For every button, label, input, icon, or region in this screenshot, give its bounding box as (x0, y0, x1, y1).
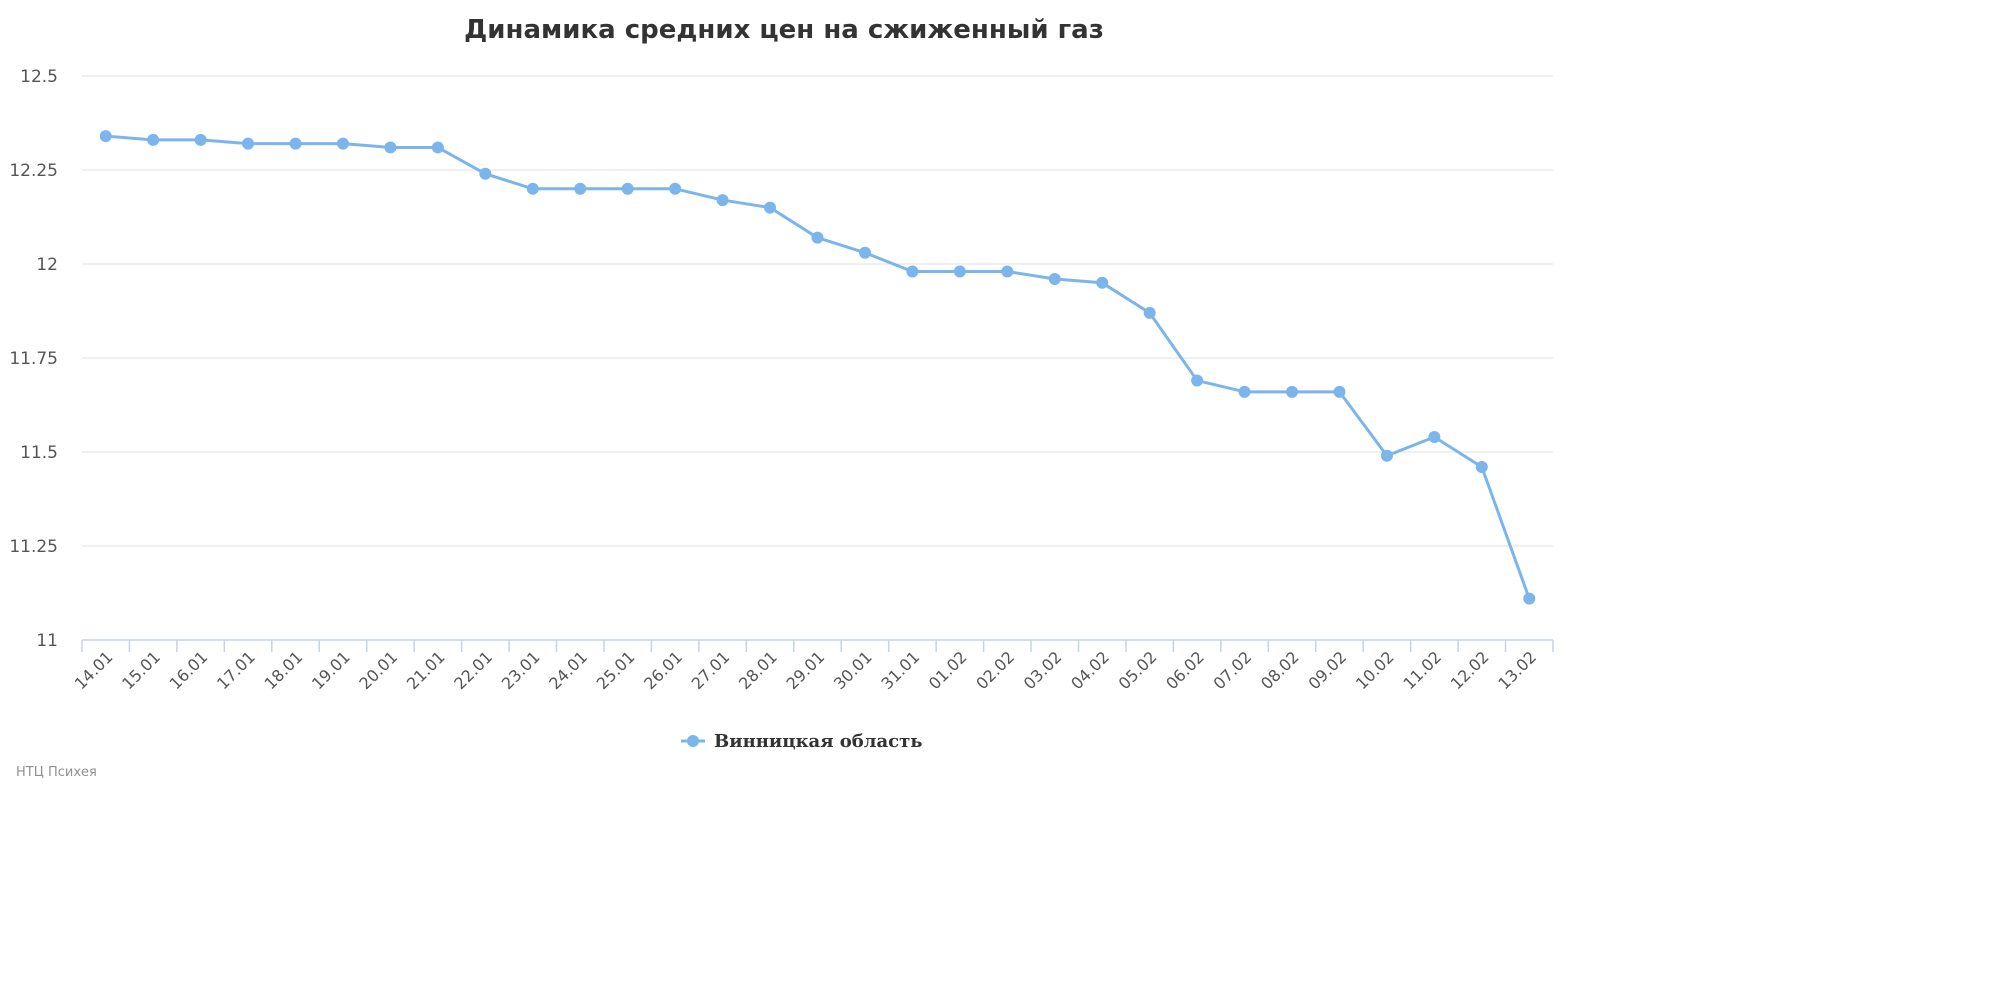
x-tick-label: 09.02 (1304, 647, 1350, 693)
data-point[interactable] (1333, 385, 1346, 398)
x-tick-label: 02.02 (972, 647, 1018, 693)
x-tick-label: 20.01 (355, 647, 401, 693)
data-point[interactable] (621, 182, 634, 195)
chart-container: Динамика средних цен на сжиженный газ 11… (9, 15, 1554, 780)
x-tick-label: 07.02 (1210, 647, 1256, 693)
x-tick-label: 17.01 (213, 647, 259, 693)
x-tick-label: 14.01 (71, 647, 117, 693)
y-tick-label: 11.5 (20, 443, 58, 463)
x-tick-label: 11.02 (1399, 647, 1445, 693)
data-point[interactable] (242, 137, 255, 150)
legend-marker-icon (687, 735, 699, 747)
x-axis-labels: 14.01 15.01 16.01 17.01 18.01 19.01 20.01 21.01… (71, 647, 1540, 693)
x-tick-label: 03.02 (1020, 647, 1066, 693)
legend-label: Винницкая область (714, 731, 923, 752)
x-tick-label: 04.02 (1067, 647, 1113, 693)
x-tick-label: 12.02 (1447, 647, 1493, 693)
data-point[interactable] (858, 246, 871, 259)
data-point[interactable] (431, 141, 444, 154)
data-point[interactable] (1428, 430, 1441, 443)
x-tick-label: 27.01 (688, 647, 734, 693)
data-point[interactable] (906, 265, 919, 278)
data-point[interactable] (147, 133, 160, 146)
series-line (104, 134, 1531, 601)
y-tick-label: 12.5 (20, 67, 58, 87)
data-point[interactable] (1523, 592, 1536, 605)
data-point[interactable] (1475, 461, 1488, 474)
data-point[interactable] (479, 167, 492, 180)
x-tick-label: 18.01 (261, 647, 307, 693)
x-tick-label: 16.01 (166, 647, 212, 693)
x-tick-label: 08.02 (1257, 647, 1303, 693)
x-tick-label: 21.01 (403, 647, 449, 693)
series-layer (99, 130, 1536, 605)
x-tick-label: 05.02 (1115, 647, 1161, 693)
x-tick-label: 22.01 (450, 647, 496, 693)
data-point[interactable] (1286, 385, 1299, 398)
data-point[interactable] (194, 133, 207, 146)
data-point[interactable] (764, 201, 777, 214)
data-point[interactable] (574, 182, 587, 195)
x-tick-label: 10.02 (1352, 647, 1398, 693)
x-tick-label: 06.02 (1162, 647, 1208, 693)
series-group (99, 130, 1536, 605)
x-axis-tick-marks (81, 640, 1554, 652)
data-point[interactable] (1143, 306, 1156, 319)
x-tick-label: 01.02 (925, 647, 971, 693)
y-tick-label: 12.25 (9, 161, 58, 181)
data-point[interactable] (1238, 385, 1251, 398)
data-point[interactable] (669, 182, 682, 195)
x-tick-label: 23.01 (498, 647, 544, 693)
y-axis-labels: 11 11.25 11.5 11.75 12 12.25 12.5 (9, 67, 58, 651)
y-tick-label: 11.75 (9, 349, 58, 369)
data-point[interactable] (1096, 276, 1109, 289)
line-chart: Динамика средних цен на сжиженный газ 11… (9, 15, 1554, 780)
data-point[interactable] (1001, 265, 1014, 278)
x-tick-label: 29.01 (782, 647, 828, 693)
y-tick-label: 12 (36, 255, 58, 275)
data-point[interactable] (384, 141, 397, 154)
data-point[interactable] (336, 137, 349, 150)
data-point[interactable] (953, 265, 966, 278)
data-point[interactable] (1048, 273, 1061, 286)
x-tick-label: 24.01 (545, 647, 591, 693)
x-tick-label: 13.02 (1494, 647, 1540, 693)
x-tick-label: 15.01 (118, 647, 164, 693)
grid-lines (82, 75, 1553, 547)
data-point[interactable] (716, 194, 729, 207)
x-tick-label: 31.01 (877, 647, 923, 693)
chart-title: Динамика средних цен на сжиженный газ (464, 15, 1104, 45)
y-tick-label: 11 (36, 631, 58, 651)
x-tick-label: 26.01 (640, 647, 686, 693)
chart-credit[interactable]: НТЦ Психея (16, 765, 97, 780)
data-point[interactable] (289, 137, 302, 150)
x-tick-label: 28.01 (735, 647, 781, 693)
x-tick-label: 25.01 (593, 647, 639, 693)
data-point[interactable] (99, 130, 112, 143)
data-point[interactable] (811, 231, 824, 244)
legend[interactable]: Винницкая область (681, 731, 923, 752)
data-point[interactable] (526, 182, 539, 195)
x-tick-label: 30.01 (830, 647, 876, 693)
x-tick-label: 19.01 (308, 647, 354, 693)
y-tick-label: 11.25 (9, 537, 58, 557)
data-point[interactable] (1380, 449, 1393, 462)
data-point[interactable] (1191, 374, 1204, 387)
